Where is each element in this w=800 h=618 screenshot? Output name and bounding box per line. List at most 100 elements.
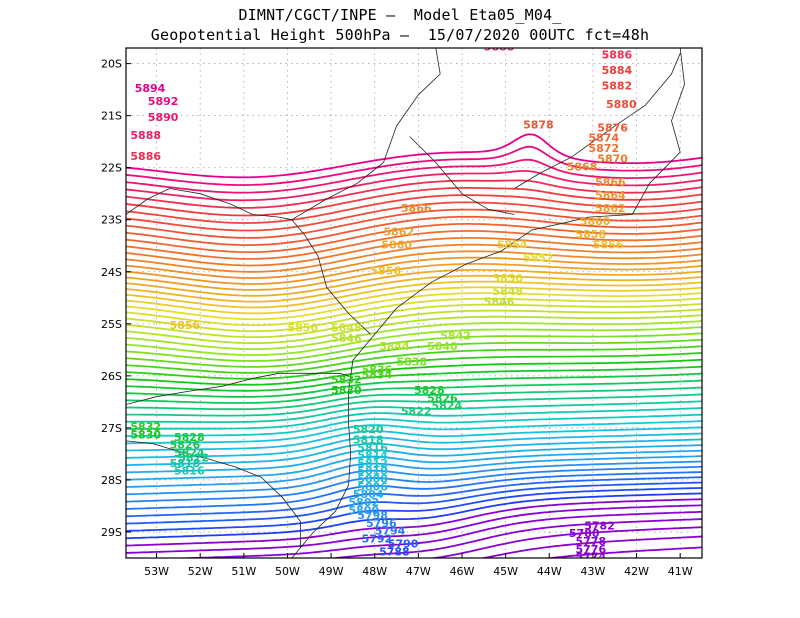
contour-label: 5830 [130, 428, 161, 441]
contour-label: 5832 [130, 421, 161, 434]
contour-5878 [126, 208, 702, 239]
contour-5856 [126, 280, 702, 309]
title-line-1: DIMNT/CGCT/INPE – Model Eta05_M04_ [238, 6, 562, 24]
contour-label: 5824 [174, 447, 205, 460]
contour-label: 5776 [576, 543, 607, 556]
contour-5854 [126, 286, 702, 315]
contour-5876 [126, 215, 702, 246]
contour-5782 [126, 504, 702, 554]
coastline-segment [291, 48, 685, 558]
contour-label: 5790 [388, 538, 419, 551]
contour-5846 [126, 308, 702, 338]
contour-label: 5860 [580, 215, 611, 228]
contour-label: 5862 [595, 202, 626, 215]
contour-label: 5874 [589, 132, 620, 145]
contour-label: 5822 [178, 452, 209, 465]
contour-5840 [126, 326, 702, 356]
contour-label: 5794 [375, 525, 406, 538]
contour-label: 5812 [357, 457, 388, 470]
contour-5806 [126, 438, 702, 467]
contour-label: 5846 [331, 332, 362, 345]
contour-5842 [126, 320, 702, 350]
contour-label: 5804 [353, 488, 384, 501]
contour-label: 5828 [414, 384, 445, 397]
contour-label: 5844 [379, 340, 410, 353]
lat-tick-label: 24S [101, 266, 122, 279]
contour-label: 5818 [170, 457, 201, 470]
contour-label: 5886 [130, 150, 161, 163]
lon-tick-label: 49W [319, 565, 344, 578]
contour-label: 5842 [440, 329, 471, 342]
lat-tick-label: 21S [101, 110, 122, 123]
plot-frame [125, 47, 703, 559]
contour-5866 [126, 250, 702, 279]
contour-label: 5810 [357, 465, 388, 478]
contour-5772 [543, 546, 702, 558]
contour-5800 [126, 455, 702, 488]
contour-5794 [126, 471, 702, 510]
contour-label: 5856 [370, 264, 401, 277]
contour-label: 5868 [567, 160, 598, 173]
contour-label: 5894 [135, 82, 166, 95]
contour-label: 5826 [170, 439, 201, 452]
lon-tick-label: 51W [231, 565, 256, 578]
contour-label: 5800 [349, 504, 380, 517]
contour-label: 5848 [331, 322, 362, 335]
contour-5820 [126, 393, 702, 417]
contour-label: 5782 [584, 519, 615, 532]
contour-5824 [126, 379, 702, 404]
title-line-2: Geopotential Height 500hPa – 15/07/2020 … [150, 26, 650, 44]
contour-5812 [126, 420, 702, 445]
contour-5868 [126, 243, 702, 273]
contour-5778 [326, 518, 702, 558]
coastline-segment [409, 136, 515, 215]
contour-label: 5878 [523, 119, 554, 132]
contour-5864 [126, 256, 702, 285]
contour-5888 [126, 170, 702, 202]
contour-label: 5830 [331, 384, 362, 397]
contour-5804 [126, 444, 702, 474]
contour-label: 5808 [357, 473, 388, 486]
contour-label: 5774 [576, 551, 607, 564]
contour-5870 [126, 237, 702, 267]
lon-tick-label: 52W [188, 565, 213, 578]
contour-5828 [126, 365, 702, 392]
contour-5886 [126, 179, 702, 209]
contour-5874 [126, 223, 702, 253]
contour-label: 5792 [165, 556, 196, 569]
contour-label: 5888 [130, 129, 161, 142]
contour-5838 [126, 332, 702, 362]
contour-label: 5850 [288, 322, 319, 335]
lon-tick-label: 48W [362, 565, 387, 578]
contour-label: 5884 [602, 64, 633, 77]
lon-tick-label: 46W [450, 565, 475, 578]
coastline-segment [126, 188, 292, 221]
contour-label: 5890 [148, 111, 179, 124]
contour-5826 [126, 372, 702, 398]
coastline-segment [126, 440, 301, 548]
contour-label: 5876 [597, 121, 628, 134]
contour-label: 5880 [606, 98, 637, 111]
contour-label: 5886 [602, 48, 633, 61]
contour-label: 5846 [484, 296, 515, 309]
contour-label: 5848 [493, 285, 524, 298]
contour-label: 5822 [401, 405, 432, 418]
lat-tick-label: 20S [101, 58, 122, 71]
coastline-segment [514, 53, 681, 189]
contour-5784 [126, 498, 702, 547]
contour-label: 5850 [493, 272, 524, 285]
lon-tick-label: 50W [275, 565, 300, 578]
contour-label: 5814 [357, 449, 388, 462]
contour-label: 5778 [576, 535, 607, 548]
contour-label: 5856 [170, 319, 201, 332]
lat-tick-label: 23S [101, 214, 122, 227]
contour-label: 5870 [597, 153, 628, 166]
contour-label: 5788 [379, 545, 410, 558]
contour-5832 [126, 352, 702, 380]
contour-5836 [126, 338, 702, 368]
lat-tick-label: 27S [101, 422, 122, 435]
contour-5892 [126, 145, 702, 186]
contour-5844 [126, 314, 702, 344]
contour-label: 5780 [569, 527, 600, 540]
